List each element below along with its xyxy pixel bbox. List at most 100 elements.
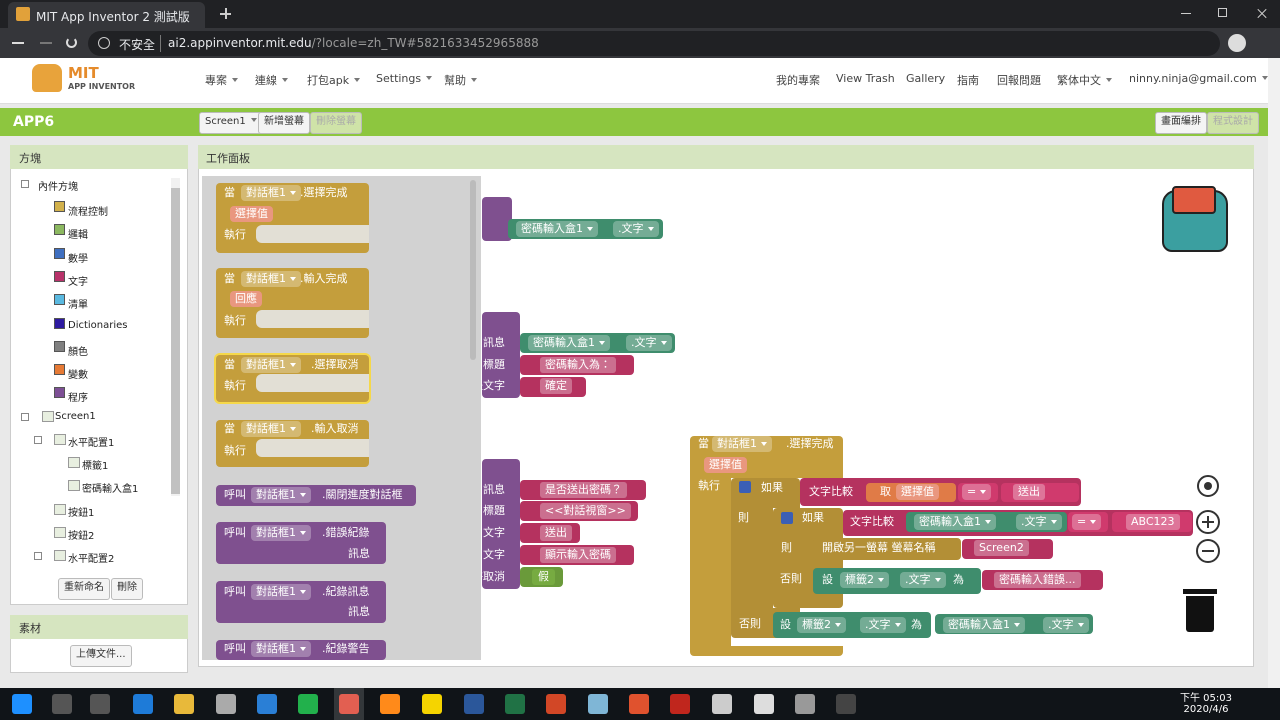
taskbar-icon[interactable] xyxy=(464,694,484,714)
category[interactable]: Dictionaries xyxy=(68,319,128,331)
blocks-button[interactable]: 程式設計 xyxy=(1207,112,1259,134)
tab[interactable] xyxy=(8,2,205,28)
menu-item[interactable]: 打包apk xyxy=(307,72,361,88)
category[interactable]: 程序 xyxy=(68,393,88,405)
toolbar xyxy=(0,108,1268,136)
component-icon xyxy=(54,434,66,445)
category[interactable]: 邏輯 xyxy=(68,230,88,242)
forward[interactable] xyxy=(40,42,52,44)
menu-item[interactable]: 專案 xyxy=(205,72,238,88)
workspace-header: 工作面板 xyxy=(198,145,1254,169)
taskbar-icon[interactable] xyxy=(298,694,318,714)
component[interactable]: 密碼輸入盒1 xyxy=(82,484,139,495)
header-link[interactable]: 回報問題 xyxy=(997,72,1041,88)
maximize[interactable] xyxy=(1218,8,1227,17)
category-swatch xyxy=(54,294,65,306)
screen-select[interactable]: Screen1 xyxy=(199,112,263,134)
designer-button[interactable]: 畫面編排 xyxy=(1155,112,1207,134)
link-label: 回報問題 xyxy=(997,74,1041,87)
rename-button[interactable]: 重新命名 xyxy=(58,578,110,600)
minimize[interactable] xyxy=(1181,13,1191,14)
logo-top: MIT xyxy=(68,64,99,82)
taskbar-icon[interactable] xyxy=(588,694,608,714)
workspace-panel xyxy=(198,145,1254,667)
menu-label: 幫助 xyxy=(444,74,466,87)
taskbar-icon[interactable] xyxy=(90,694,110,714)
time: 下午 05:03 xyxy=(1180,693,1232,704)
remove-screen[interactable]: 刪除螢幕 xyxy=(310,112,362,134)
logo-icon xyxy=(32,64,62,92)
component[interactable]: 水平配置1 xyxy=(68,438,115,449)
screen-label: Screen1 xyxy=(205,116,246,127)
category-swatch xyxy=(54,247,65,259)
date: 2020/4/6 xyxy=(1183,704,1229,715)
taskbar-icon[interactable] xyxy=(836,694,856,714)
category[interactable]: 數學 xyxy=(68,253,88,265)
taskbar-icon[interactable] xyxy=(670,694,690,714)
menu-item[interactable]: 幫助 xyxy=(444,72,477,88)
component[interactable]: 按鈕2 xyxy=(68,531,95,542)
taskbar-icon[interactable] xyxy=(133,694,153,714)
trash[interactable] xyxy=(1186,596,1214,632)
taskbar-icon[interactable] xyxy=(52,694,72,714)
component[interactable]: Screen1 xyxy=(55,411,96,422)
caret xyxy=(426,75,433,83)
back[interactable] xyxy=(12,42,24,44)
taskbar-icon[interactable] xyxy=(339,694,359,714)
info-icon[interactable] xyxy=(98,37,110,49)
taskbar-icon[interactable] xyxy=(257,694,277,714)
category[interactable]: 文字 xyxy=(68,276,88,288)
scrollbar-thumb[interactable] xyxy=(171,188,180,494)
builtin-label: 內件方塊 xyxy=(38,182,78,193)
header-link[interactable]: 指南 xyxy=(957,72,979,88)
upload-button[interactable]: 上傳文件... xyxy=(70,645,132,667)
caret xyxy=(354,77,361,85)
delete-button[interactable]: 刪除 xyxy=(111,578,143,600)
separator xyxy=(160,35,161,52)
header-link[interactable]: Gallery xyxy=(906,72,945,85)
recenter[interactable] xyxy=(1197,475,1219,497)
zoom-in[interactable] xyxy=(1196,510,1220,534)
header-link[interactable]: View Trash xyxy=(836,72,895,85)
profile[interactable] xyxy=(1228,34,1246,52)
taskbar-icon[interactable] xyxy=(754,694,774,714)
category[interactable]: 清單 xyxy=(68,300,88,312)
page-scrollbar[interactable] xyxy=(1268,58,1280,688)
header-link[interactable]: 繁体中文 xyxy=(1057,72,1112,88)
favicon xyxy=(16,7,30,21)
taskbar-icon[interactable] xyxy=(546,694,566,714)
taskbar-icon[interactable] xyxy=(629,694,649,714)
reload[interactable] xyxy=(66,37,77,48)
backpack-flap xyxy=(1172,186,1216,214)
component[interactable]: 標籤1 xyxy=(82,461,109,472)
zoom-out[interactable] xyxy=(1196,539,1220,563)
omnibox[interactable] xyxy=(88,31,1220,56)
logo-bottom: APP INVENTOR xyxy=(68,82,136,91)
category[interactable]: 流程控制 xyxy=(68,207,108,218)
taskbar-icon[interactable] xyxy=(712,694,732,714)
category-swatch xyxy=(54,340,65,352)
component[interactable]: 水平配置2 xyxy=(68,554,115,565)
header-link[interactable]: 我的專案 xyxy=(776,72,820,88)
taskbar-icon[interactable] xyxy=(422,694,442,714)
taskbar-icon[interactable] xyxy=(12,694,32,714)
menu-item[interactable]: Settings xyxy=(376,72,433,85)
security: 不安全 xyxy=(119,38,156,52)
tab-strip xyxy=(0,0,1280,28)
taskbar-icon[interactable] xyxy=(505,694,525,714)
category[interactable]: 變數 xyxy=(68,370,88,382)
taskbar-icon[interactable] xyxy=(174,694,194,714)
caret xyxy=(1106,77,1112,85)
component[interactable]: 按鈕1 xyxy=(68,508,95,519)
new-tab[interactable] xyxy=(225,8,227,19)
menu-item[interactable]: 連線 xyxy=(255,72,288,88)
taskbar-icon[interactable] xyxy=(216,694,236,714)
header-link[interactable]: ninny.ninja@gmail.com xyxy=(1129,72,1268,85)
category[interactable]: 顏色 xyxy=(68,346,88,358)
taskbar-icon[interactable] xyxy=(795,694,815,714)
active-app[interactable] xyxy=(334,688,364,720)
add-screen[interactable]: 新增螢幕 xyxy=(258,112,310,134)
taskbar-icon[interactable] xyxy=(380,694,400,714)
